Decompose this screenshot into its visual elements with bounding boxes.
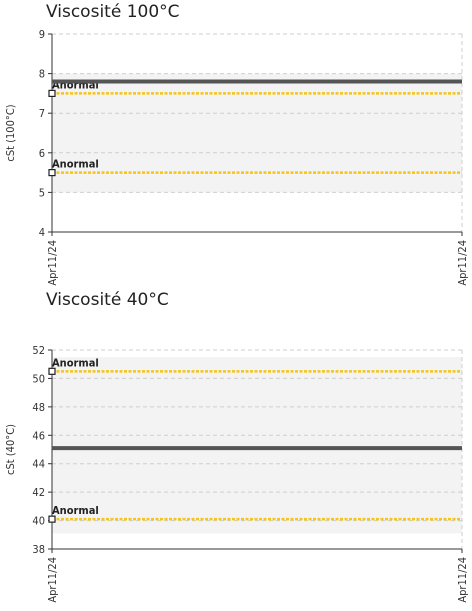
shaded-band — [52, 519, 462, 534]
y-tick-label: 4 — [39, 226, 45, 239]
chart-viscosity-100: Viscosité 100°C 4 5 6 7 8 9 cSt (100°C) Apr11/2… — [0, 0, 472, 300]
y-tick-label: 46 — [32, 429, 45, 442]
threshold-marker — [48, 515, 56, 523]
x-tick-label: Apr11/24 — [46, 557, 59, 603]
y-tick-label: 44 — [32, 458, 45, 471]
threshold-marker — [48, 169, 56, 177]
threshold-label: Anormal — [52, 158, 99, 171]
y-tick-label: 50 — [32, 372, 45, 385]
y-tick-label: 9 — [39, 28, 45, 41]
shaded-band — [52, 172, 462, 193]
y-tick-label: 40 — [32, 515, 45, 528]
y-tick-label: 8 — [39, 68, 45, 81]
y-axis-label: cSt (100°C) — [4, 104, 17, 161]
chart-title: Viscosité 40°C — [46, 290, 169, 310]
x-tick-label: Apr11/24 — [456, 240, 469, 286]
y-tick-label: 7 — [39, 107, 45, 120]
y-tick-label: 52 — [32, 344, 45, 357]
chart-title: Viscosité 100°C — [46, 2, 180, 22]
x-tick-label: Apr11/24 — [46, 240, 59, 286]
shaded-band — [52, 357, 462, 372]
chart-plot-area: 4 5 6 7 8 9 cSt (100°C) Apr11/24 Apr11/24 Anormal… — [4, 28, 469, 286]
x-tick-label: Apr11/24 — [456, 557, 469, 603]
threshold-marker — [48, 89, 56, 98]
y-tick-label: 42 — [32, 486, 45, 499]
shaded-band — [52, 93, 462, 173]
threshold-label: Anormal — [52, 504, 99, 517]
threshold-label: Anormal — [52, 356, 99, 369]
y-tick-label: 38 — [32, 543, 45, 556]
y-axis-label: cSt (40°C) — [4, 424, 17, 475]
y-tick-label: 5 — [39, 186, 45, 199]
y-tick-label: 48 — [32, 401, 45, 414]
threshold-marker — [48, 367, 56, 375]
y-tick-label: 6 — [39, 147, 45, 160]
